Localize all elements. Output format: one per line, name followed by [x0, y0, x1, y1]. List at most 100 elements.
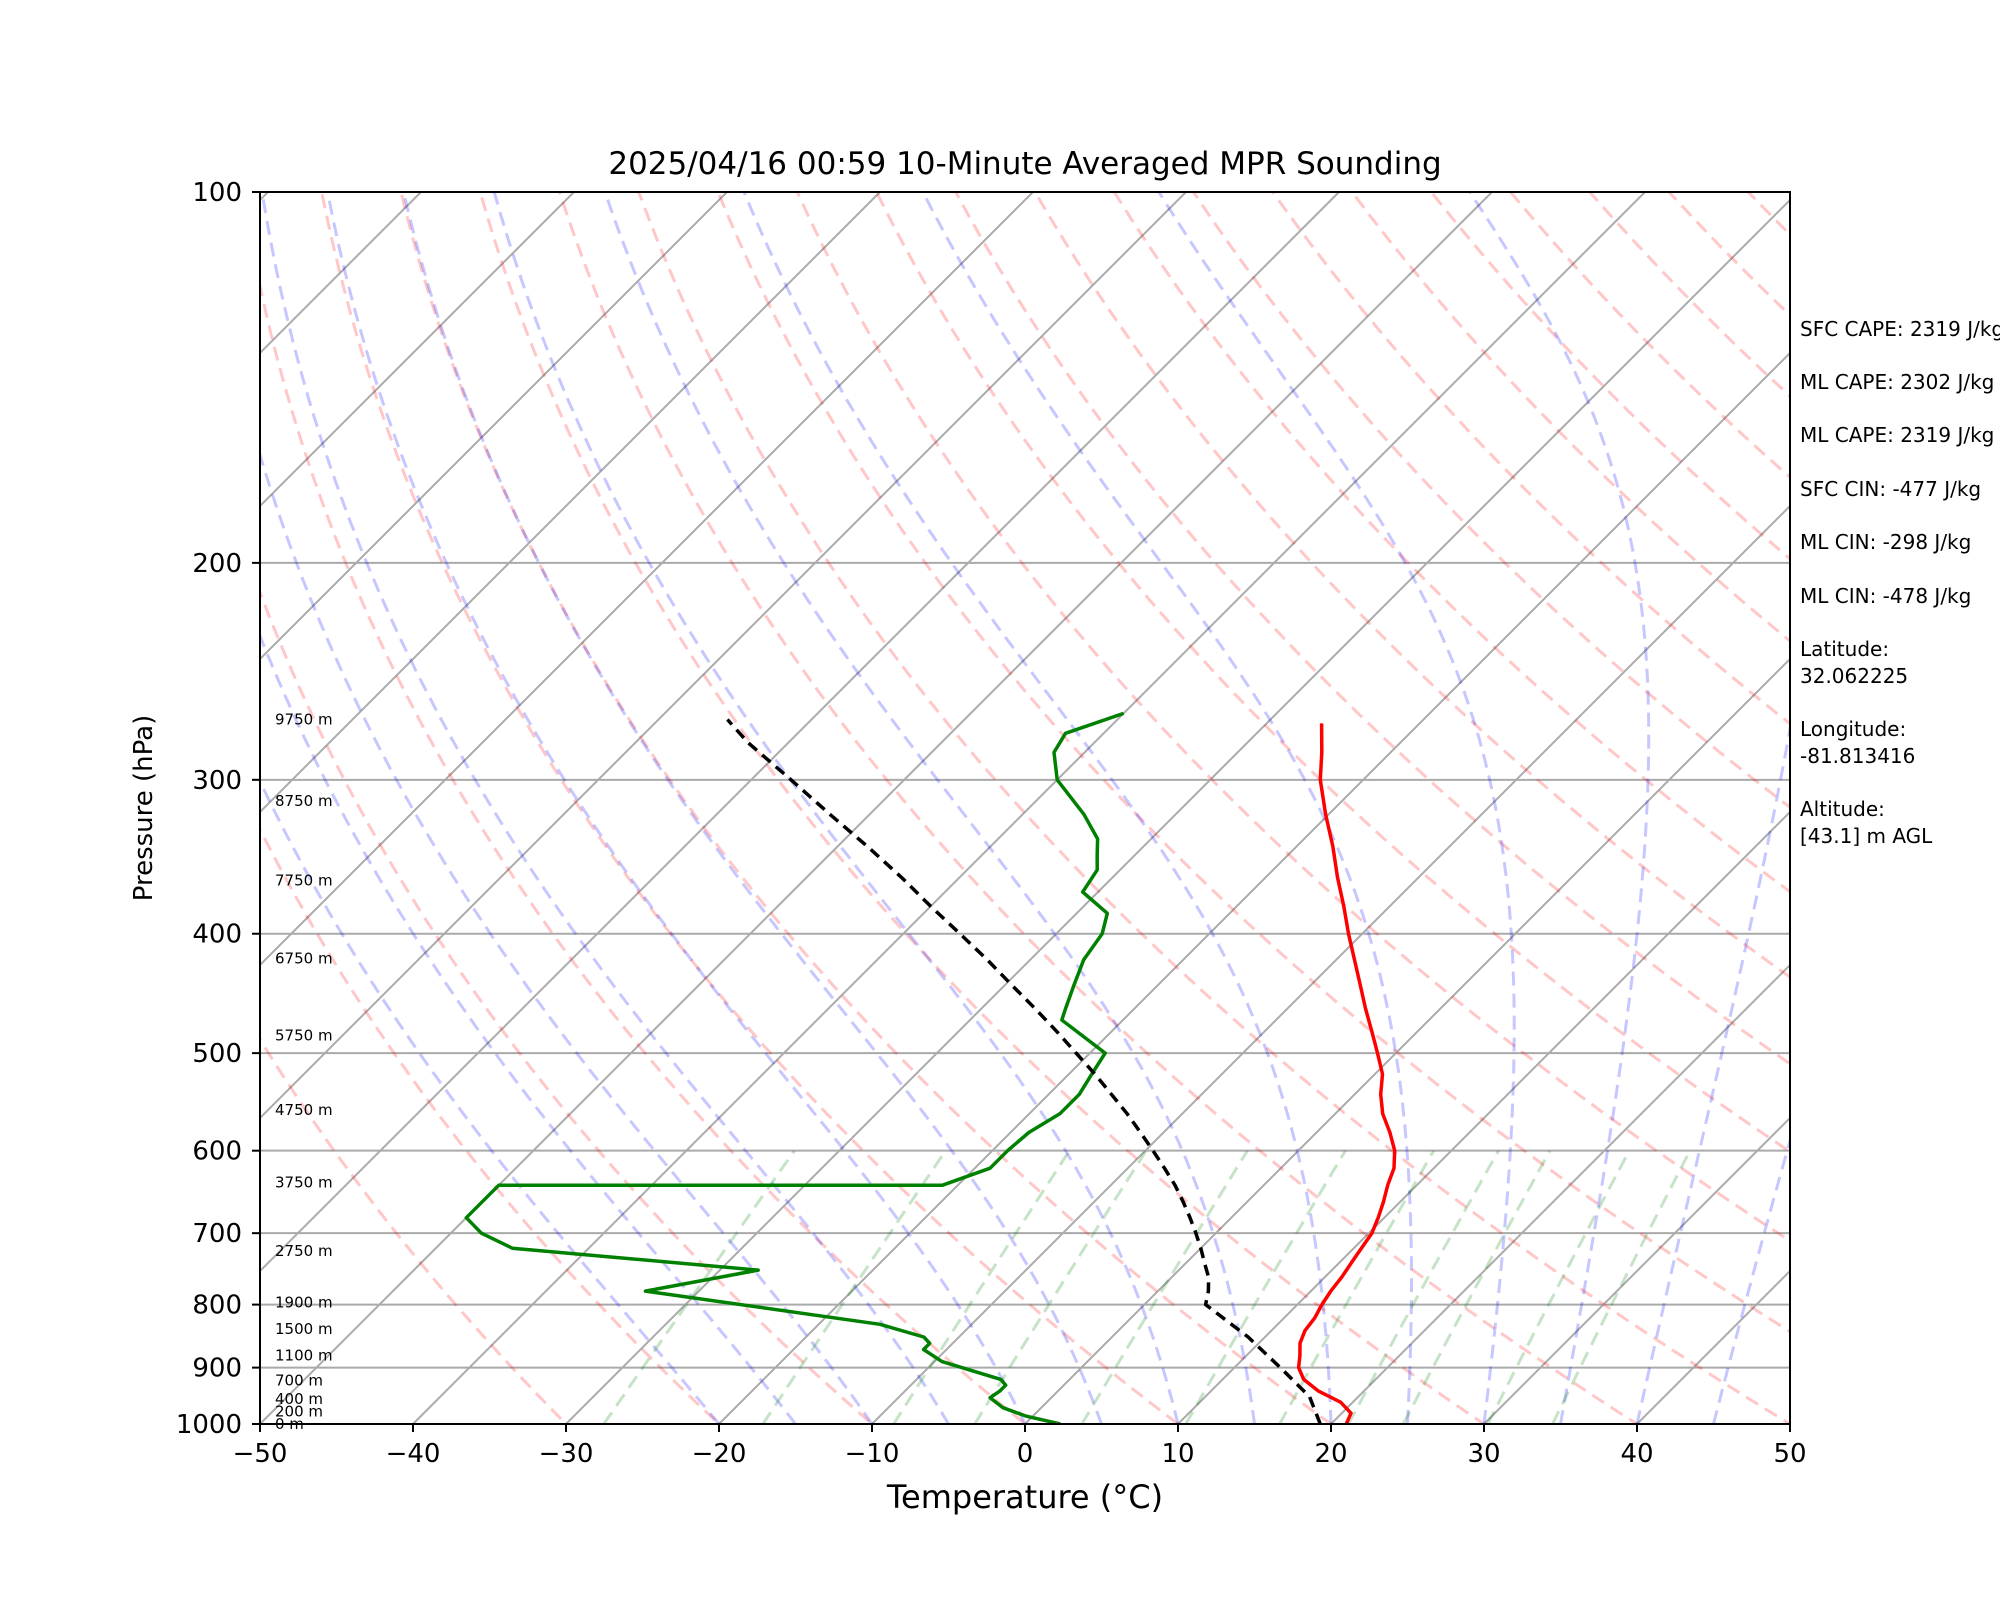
plot-area	[0, 192, 1790, 1424]
isotherm--20	[718, 351, 1790, 1424]
height-label: 700 m	[275, 1372, 323, 1390]
dry-adiabat	[1112, 192, 1790, 894]
moist-adiabat	[260, 449, 874, 1424]
height-label: 0 m	[275, 1415, 304, 1433]
mixing-ratio-line	[1278, 1149, 1435, 1424]
moist-adiabat	[402, 192, 1103, 1424]
mixing-ratio-line	[1551, 1150, 1692, 1424]
moist-adiabat	[326, 192, 1027, 1424]
height-label: 9750 m	[275, 710, 333, 728]
x-tick-label: −40	[386, 1439, 441, 1469]
x-tick-label: 0	[1017, 1439, 1034, 1469]
plot-frame	[259, 191, 1791, 1425]
y-axis-label: Pressure (hPa)	[129, 715, 159, 902]
ml-cape-text: ML CAPE: 2302 J/kg	[1800, 370, 1995, 394]
sounding-profiles	[464, 711, 1397, 1424]
x-tick-label: −20	[692, 1439, 747, 1469]
moist-adiabat	[260, 192, 950, 1424]
isotherm--40	[412, 192, 1646, 1424]
y-tick-label: 1000	[176, 1410, 242, 1440]
dry-adiabat	[260, 1036, 569, 1424]
height-label: 5750 m	[275, 1027, 333, 1045]
dry-adiabat	[637, 192, 1790, 1424]
y-axis: 100 200 300 400 500 600 700 800 900 1000	[176, 178, 260, 1440]
x-axis-label: Temperature (°C)	[886, 1478, 1163, 1516]
height-label: 2750 m	[275, 1242, 333, 1260]
dry-adiabat	[320, 192, 1181, 1424]
isotherm--60	[260, 192, 1340, 1273]
x-tick-label: 10	[1161, 1439, 1194, 1469]
moist-adiabat	[1157, 192, 1516, 1424]
height-label: 200 m	[275, 1403, 323, 1421]
dry-adiabat	[260, 278, 1028, 1424]
moist-adiabat	[492, 192, 1180, 1424]
y-tick-label: 600	[192, 1137, 242, 1167]
isotherm-30	[1483, 1116, 1790, 1424]
isotherm--140	[0, 192, 115, 1424]
isotherm-10	[1177, 810, 1790, 1424]
dry-adiabat	[399, 192, 1334, 1424]
moist-adiabat	[260, 631, 797, 1424]
isotherm--70	[260, 192, 1187, 1120]
mixing-ratio-line	[892, 1149, 1071, 1424]
isotherm--80	[260, 192, 1034, 967]
dewpoint-profile	[464, 711, 1125, 1424]
isotherm-0	[1024, 657, 1790, 1424]
x-tick-label: 30	[1467, 1439, 1500, 1469]
ml-cape-text-2: ML CAPE: 2319 J/kg	[1800, 423, 1995, 447]
y-tick-label: 400	[192, 920, 242, 950]
y-tick-label: 700	[192, 1219, 242, 1249]
isotherm--30	[565, 198, 1790, 1424]
isotherm-grid	[0, 192, 1790, 1424]
dry-adiabat	[260, 826, 722, 1424]
dry-adiabats	[260, 192, 1790, 1424]
dry-adiabat	[716, 192, 1790, 1334]
height-label: 7750 m	[275, 871, 333, 889]
isotherm--50	[260, 192, 1493, 1424]
isotherm--110	[260, 192, 575, 508]
moist-adiabat	[260, 777, 721, 1424]
height-label: 1100 m	[275, 1347, 333, 1365]
height-label: 6750 m	[275, 950, 333, 968]
mixing-ratio-line	[602, 1149, 796, 1424]
mixing-ratio-line	[1184, 1149, 1347, 1424]
altitude-text: Altitude: [43.1] m AGL	[1800, 797, 1933, 848]
chart-title: 2025/04/16 00:59 10-Minute Averaged MPR …	[608, 146, 1441, 182]
isobar-grid	[260, 561, 1790, 1369]
longitude-text: Longitude: -81.813416	[1800, 717, 1916, 768]
isotherm--100	[260, 192, 728, 661]
dry-adiabat	[557, 192, 1640, 1424]
sfc-cape-text: SFC CAPE: 2319 J/kg	[1800, 317, 2000, 341]
moist-adiabat	[1712, 1135, 1790, 1424]
moist-adiabat	[921, 192, 1413, 1424]
moist-adiabat	[603, 192, 1256, 1424]
height-label: 3750 m	[275, 1174, 333, 1192]
dry-adiabat	[1270, 192, 1790, 726]
x-tick-label: 20	[1314, 1439, 1347, 1469]
ml-cin-text: ML CIN: -298 J/kg	[1800, 530, 1972, 554]
isotherm-20	[1330, 963, 1790, 1424]
mixing-ratio-line	[1401, 1149, 1552, 1424]
height-label: 1500 m	[275, 1320, 333, 1338]
x-tick-label: 40	[1620, 1439, 1653, 1469]
x-axis: −50 −40 −30 −20 −10 0 10 20 30 40 50	[233, 1424, 1807, 1469]
temperature-profile	[1296, 723, 1397, 1424]
mixing-ratio-line	[1347, 1149, 1500, 1424]
parcel-profile	[726, 718, 1322, 1424]
ml-cin-text-2: ML CIN: -478 J/kg	[1800, 584, 1972, 608]
height-label: 4750 m	[275, 1101, 333, 1119]
x-tick-label: 50	[1773, 1439, 1806, 1469]
latitude-text: Latitude: 32.062225	[1800, 637, 1909, 688]
y-tick-label: 900	[192, 1354, 242, 1384]
y-tick-label: 200	[192, 549, 242, 579]
mixing-ratio-line	[1080, 1149, 1249, 1424]
sfc-cin-text: SFC CIN: -477 J/kg	[1800, 477, 1982, 501]
y-tick-label: 500	[192, 1039, 242, 1069]
x-tick-label: −10	[845, 1439, 900, 1469]
height-label: 8750 m	[275, 792, 333, 810]
dry-adiabat	[260, 588, 875, 1424]
mixing-ratio-line	[973, 1149, 1148, 1424]
y-tick-label: 100	[192, 178, 242, 208]
